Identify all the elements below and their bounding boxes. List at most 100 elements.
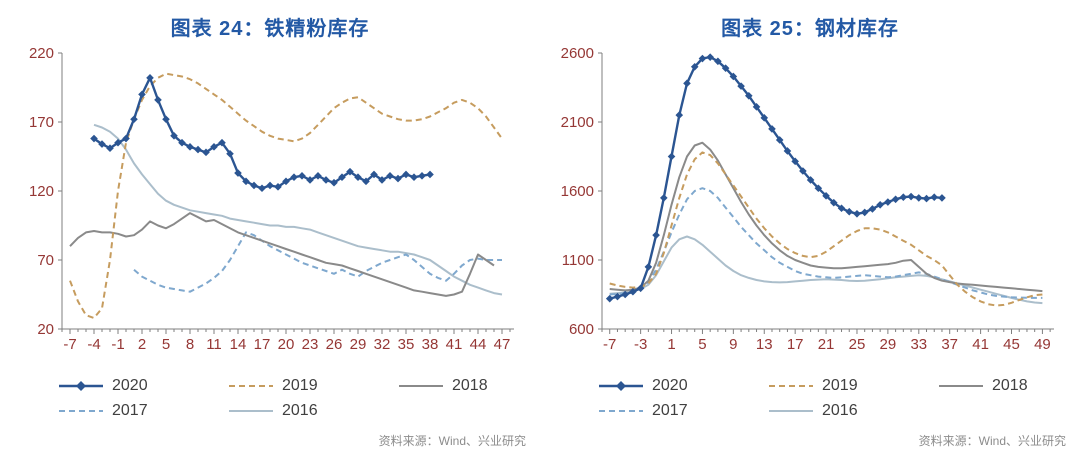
- x-tick-label: 32: [374, 336, 391, 353]
- y-tick-label: 2100: [561, 114, 594, 131]
- x-tick-label: 35: [398, 336, 415, 353]
- series-line-2018: [69, 212, 495, 297]
- legend-row: 2017 2016: [58, 398, 540, 423]
- legend-label-2017: 2017: [652, 401, 688, 419]
- x-tick-label: -3: [634, 336, 647, 353]
- legend-label-2019: 2019: [822, 376, 858, 394]
- series-markers-2020: [90, 74, 434, 193]
- legend-sample-2018: [399, 384, 443, 387]
- legend-label-2016: 2016: [822, 401, 858, 419]
- legend-item-2019: 2019: [768, 377, 938, 395]
- x-tick-label: 13: [756, 336, 773, 353]
- figure-25-panel: 图表 25：钢材库存 600 1100 1600 2100 2600 -7 -3 1 5 9 13 1…: [540, 0, 1080, 459]
- legend-sample-2019: [229, 384, 273, 387]
- legend-sample-2018: [939, 384, 983, 387]
- legend-sample-2020: [59, 380, 103, 391]
- x-tick-label: 8: [186, 336, 194, 353]
- x-tick-label: 25: [849, 336, 866, 353]
- legend-item-2017: 2017: [598, 402, 768, 420]
- x-tick-label: -4: [87, 336, 100, 353]
- legend-label-2016: 2016: [282, 401, 318, 419]
- y-tick-label: 220: [29, 45, 54, 62]
- x-tick-label: 9: [729, 336, 737, 353]
- source-note-right: 资料来源：Wind、兴业研究: [918, 434, 1066, 448]
- axes: 600 1100 1600 2100 2600 -7 -3 1 5 9 13 17 21 25 29 33 37…: [561, 45, 1054, 353]
- x-tick-label: 1: [667, 336, 675, 353]
- legend-item-2020: 2020: [598, 377, 768, 395]
- x-tick-label: -7: [603, 336, 616, 353]
- x-tick-label: 41: [446, 336, 463, 353]
- series-line-2017: [133, 231, 502, 293]
- series-line-2019: [609, 151, 1043, 307]
- steel-inventory-chart: 600 1100 1600 2100 2600 -7 -3 1 5 9 13 17 21 25 29 33 37…: [561, 45, 1054, 353]
- figure-24-panel: 图表 24：铁精粉库存 20 70 120 170 220 -7 -4 -1 2 5 8 11 14 17…: [0, 18, 540, 448]
- legend-row: 2020 2019 2018: [58, 373, 540, 398]
- legend-item-2016: 2016: [228, 402, 318, 420]
- x-tick-label: 11: [206, 336, 222, 353]
- y-tick-label: 1600: [561, 183, 594, 200]
- legend-label-2018: 2018: [992, 376, 1028, 394]
- y-tick-label: 1100: [562, 252, 594, 269]
- x-tick-label: -1: [111, 336, 124, 353]
- series-line-2018: [609, 141, 1043, 293]
- legend-item-2019: 2019: [228, 377, 398, 395]
- x-tick-label: 49: [1034, 336, 1051, 353]
- legend-label-2018: 2018: [452, 376, 488, 394]
- x-tick-label: 26: [326, 336, 343, 353]
- legend-label-2020: 2020: [112, 376, 148, 394]
- x-tick-label: 44: [470, 336, 487, 353]
- y-tick-label: 600: [569, 321, 594, 338]
- source-note-left: 资料来源：Wind、兴业研究: [378, 434, 526, 448]
- legend-sample-2016: [769, 409, 813, 412]
- x-tick-label: 21: [818, 336, 835, 353]
- y-tick-label: 70: [37, 252, 54, 269]
- x-tick-label: 33: [910, 336, 927, 353]
- y-tick-label: 120: [29, 183, 54, 200]
- series-line-2016: [93, 123, 503, 296]
- iron-ore-inventory-chart: 20 70 120 170 220 -7 -4 -1 2 5 8 11 14 17 20 23 26 29 32 35…: [29, 45, 514, 353]
- y-tick-label: 20: [37, 321, 54, 338]
- series-line-2016: [609, 235, 1043, 305]
- legend-label-2020: 2020: [652, 376, 688, 394]
- x-tick-label: 37: [941, 336, 958, 353]
- x-tick-label: 38: [422, 336, 439, 353]
- series-markers-2020: [605, 53, 946, 303]
- legend-item-2018: 2018: [938, 377, 1028, 395]
- series-line-2017: [609, 187, 1043, 299]
- x-tick-label: 41: [972, 336, 989, 353]
- x-tick-label: 5: [698, 336, 706, 353]
- x-tick-label: 45: [1003, 336, 1020, 353]
- steel-chart-legend: 2020 2019 2018 2017 2016: [540, 373, 1080, 423]
- legend-label-2017: 2017: [112, 401, 148, 419]
- legend-item-2018: 2018: [398, 377, 488, 395]
- legend-item-2020: 2020: [58, 377, 228, 395]
- legend-sample-2019: [769, 384, 813, 387]
- legend-item-2016: 2016: [768, 402, 858, 420]
- legend-sample-2020: [599, 380, 643, 391]
- legend-sample-2017: [59, 409, 103, 412]
- x-tick-label: 20: [278, 336, 295, 353]
- chart-title-iron-ore: 图表 24：铁精粉库存: [170, 18, 370, 40]
- x-tick-label: 23: [302, 336, 319, 353]
- x-tick-label: 17: [787, 336, 804, 353]
- x-tick-label: 17: [254, 336, 271, 353]
- x-tick-label: 29: [350, 336, 367, 353]
- legend-row: 2017 2016: [598, 398, 1080, 423]
- chart-title-steel: 图表 25：钢材库存: [721, 18, 899, 40]
- x-tick-label: 5: [162, 336, 170, 353]
- legend-sample-2016: [229, 409, 273, 412]
- axes: 20 70 120 170 220 -7 -4 -1 2 5 8 11 14 17 20 23 26 29 32 35…: [29, 45, 514, 353]
- iron-ore-chart-legend: 2020 2019 2018 2017 2016: [0, 373, 540, 423]
- x-tick-label: 2: [138, 336, 146, 353]
- x-tick-label: -7: [63, 336, 76, 353]
- legend-row: 2020 2019 2018: [598, 373, 1080, 398]
- series-line-2019: [69, 72, 503, 319]
- y-tick-label: 2600: [561, 45, 594, 62]
- x-tick-label: 29: [880, 336, 897, 353]
- legend-sample-2017: [599, 409, 643, 412]
- legend-item-2017: 2017: [58, 402, 228, 420]
- x-tick-label: 47: [494, 336, 511, 353]
- legend-label-2019: 2019: [282, 376, 318, 394]
- x-tick-label: 14: [230, 336, 247, 353]
- y-tick-label: 170: [29, 114, 54, 131]
